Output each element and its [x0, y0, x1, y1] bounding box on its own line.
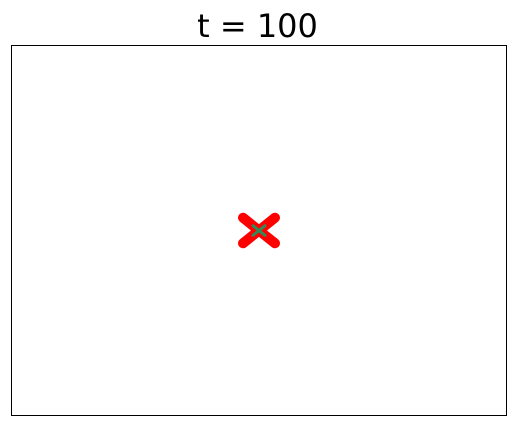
marker-layer [238, 212, 280, 249]
x-marker-stroke [251, 224, 267, 237]
x-marker-series-2-point-1 [251, 224, 267, 237]
chart-title: t = 100 [197, 7, 318, 45]
